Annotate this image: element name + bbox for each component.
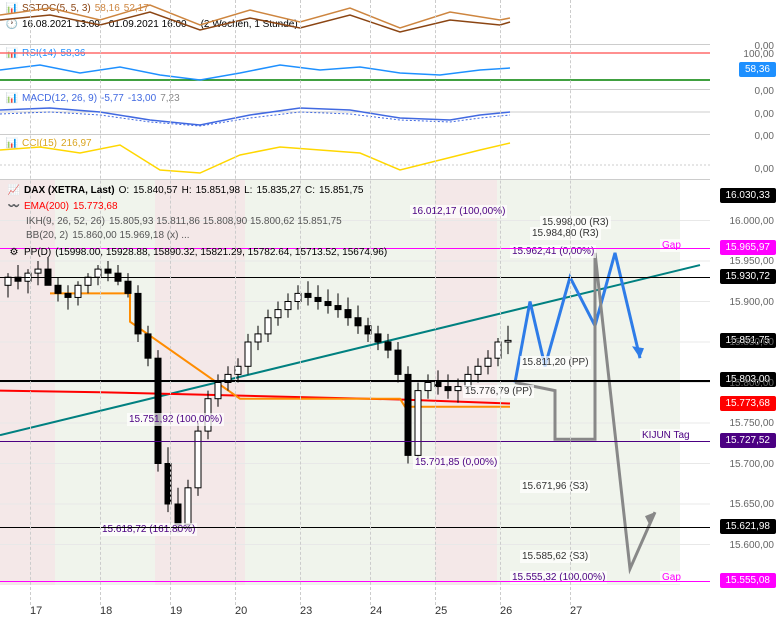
y-tick-label: 15.600,00: [726, 539, 779, 552]
ema-val: 15.773,68: [73, 201, 118, 212]
ind-y-label: 0,00: [751, 108, 778, 121]
y-tick-label: 15.950,00: [726, 255, 779, 268]
ind-y-label: 0,00: [751, 130, 778, 143]
price-line: [0, 380, 710, 382]
y-tick-label: 15.850,00: [726, 336, 779, 349]
bb-vals: 15.860,00 15.969,18 (x) ...: [72, 230, 189, 241]
y-tick-label: 15.900,00: [726, 296, 779, 309]
price-annotation: 16.012,17 (100,00%): [410, 205, 507, 218]
ohlc-c: 15.851,75: [319, 185, 364, 196]
x-tick-label: 19: [170, 605, 182, 617]
price-annotation: 15.555,32 (100,00%): [510, 571, 607, 584]
ohlc-l: 15.835,27: [256, 185, 301, 196]
price-annotation: Gap: [660, 571, 683, 584]
grid-line: [570, 0, 571, 605]
y-tick-label: 15.700,00: [726, 458, 779, 471]
grid-line: [235, 0, 236, 605]
price-annotation: 15.776,79 (PP): [463, 385, 534, 398]
ohlc-c-label: C:: [305, 185, 315, 196]
price-tag: 15.773,68: [720, 396, 777, 411]
ind-y-label: 0,00: [751, 85, 778, 98]
price-tag: 15.930,72: [720, 269, 777, 284]
x-axis: 17 18 19 20 23 24 25 26 27: [0, 605, 710, 625]
price-annotation: 15.671,96 (S3): [520, 480, 590, 493]
x-tick-label: 20: [235, 605, 247, 617]
ohlc-h-label: H:: [182, 185, 192, 196]
x-tick-label: 18: [100, 605, 112, 617]
bb-label: BB(20, 2): [26, 230, 68, 241]
cci-panel: 📊 CCI(15) 216,97: [0, 135, 710, 180]
grid-line: [30, 0, 31, 605]
ikh-vals: 15.805,93 15.811,86 15.808,90 15.800,62 …: [109, 216, 342, 227]
rsi-panel: 📊 RSI(14) 58,36: [0, 45, 710, 90]
pp-vals: (15998.00, 15928.88, 15890.32, 15821.29,…: [55, 247, 387, 258]
macd-panel: 📊 MACD(12, 26, 9) -5,77 -13,00 7,23: [0, 90, 710, 135]
pp-label: PP(D): [24, 247, 51, 258]
grid-line: [500, 0, 501, 605]
main-price-chart[interactable]: 📈 DAX (XETRA, Last) O:15.840,57 H: 15.851…: [0, 180, 710, 605]
instrument-title: DAX (XETRA, Last): [24, 185, 115, 196]
price-annotation: 15.585,62 (S3): [520, 550, 590, 563]
x-tick-label: 24: [370, 605, 382, 617]
ema-icon: 〰️: [8, 200, 20, 212]
y-tick-label: 15.650,00: [726, 498, 779, 511]
price-annotation: 15.618,72 (161,80%): [100, 523, 197, 536]
price-line: [0, 277, 710, 278]
ohlc-h: 15.851,98: [196, 185, 241, 196]
rsi-tag: 58,36: [739, 62, 776, 77]
price-annotation: 15.811,20 (PP): [520, 356, 591, 369]
y-tick-label: 15.750,00: [726, 417, 779, 430]
grid-line: [100, 0, 101, 605]
price-annotation: 15.701,85 (0,00%): [413, 456, 499, 469]
price-annotation: KIJUN Tag: [640, 429, 692, 442]
grid-line: [300, 0, 301, 605]
ind-y-label: 0,00: [751, 163, 778, 176]
price-line: [0, 581, 710, 582]
cci-chart: [0, 135, 710, 180]
x-tick-label: 23: [300, 605, 312, 617]
grid-line: [370, 0, 371, 605]
sstoc-panel: 📊 SSTOC(5, 5, 3) 58,16 52,17 🕐 16.08.202…: [0, 0, 710, 45]
x-tick-label: 25: [435, 605, 447, 617]
price-annotation: 15.984,80 (R3): [530, 227, 601, 240]
grid-line: [170, 0, 171, 605]
chart-icon: 📈: [8, 184, 20, 196]
y-tick-label: 16.000,00: [726, 215, 779, 228]
price-tag: 16.030,33: [720, 188, 777, 203]
price-tag: 15.727,52: [720, 433, 777, 448]
ohlc-o: 15.840,57: [133, 185, 178, 196]
grid-line: [435, 0, 436, 605]
ohlc-l-label: L:: [244, 185, 252, 196]
x-tick-label: 17: [30, 605, 42, 617]
sstoc-chart: [0, 0, 710, 45]
y-tick-label: 15.800,00: [726, 377, 779, 390]
x-tick-label: 27: [570, 605, 582, 617]
rsi-chart: [0, 45, 710, 90]
price-tag: 15.965,97: [720, 240, 777, 255]
ema-label: EMA(200): [24, 201, 69, 212]
price-tag: 15.621,98: [720, 519, 777, 534]
y-axis: 16.030,3315.965,9715.930,7215.851,7515.8…: [710, 0, 780, 625]
ikh-label: IKH(9, 26, 52, 26): [26, 216, 105, 227]
ind-y-label: 100,00: [739, 48, 778, 61]
price-annotation: 15.751,92 (100,00%): [127, 413, 224, 426]
x-tick-label: 26: [500, 605, 512, 617]
macd-chart: [0, 90, 710, 135]
price-line: [0, 441, 710, 442]
price-annotation: Gap: [660, 239, 683, 252]
ohlc-o-label: O:: [119, 185, 130, 196]
price-line: [0, 527, 710, 528]
price-tag: 15.555,08: [720, 573, 777, 588]
pp-icon: ⚙: [8, 246, 20, 258]
